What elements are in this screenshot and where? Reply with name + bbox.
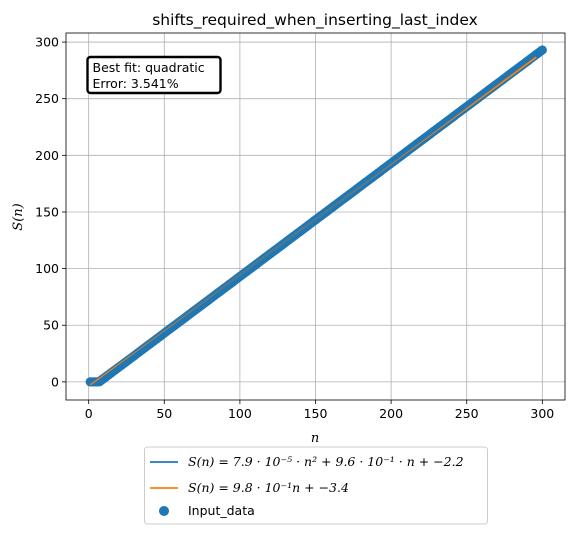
- grid: [66, 33, 565, 400]
- legend-input-swatch: [159, 506, 169, 516]
- y-tick-label: 300: [35, 35, 59, 50]
- x-tick-label: 200: [379, 406, 403, 421]
- legend: S(n) = 7.9 · 10⁻⁵ · n² + 9.6 · 10⁻¹ · n …: [144, 446, 488, 525]
- legend-linear-label: S(n) = 9.8 · 10⁻¹n + −3.4: [188, 480, 349, 495]
- y-axis-label: S(n): [11, 203, 26, 230]
- y-tick-label: 0: [51, 374, 59, 389]
- quadratic-fit-line: [89, 54, 537, 384]
- annotation-line-2: Error: 3.541%: [93, 76, 179, 91]
- x-tick-label: 250: [455, 406, 479, 421]
- series-layer: [85, 45, 547, 387]
- x-tick-label: 50: [156, 406, 172, 421]
- legend-input-label: Input_data: [188, 503, 255, 518]
- y-tick-label: 200: [35, 148, 59, 163]
- x-tick-label: 100: [228, 406, 252, 421]
- legend-quadratic-label: S(n) = 7.9 · 10⁻⁵ · n² + 9.6 · 10⁻¹ · n …: [188, 454, 464, 469]
- legend-frame: [144, 446, 488, 525]
- ticks: 0 50 100 150 200 250 300 0 50 100 150 200 250 300: [35, 35, 554, 421]
- y-tick-label: 250: [35, 91, 59, 106]
- annotation-box: Best fit: quadratic Error: 3.541%: [86, 55, 222, 95]
- chart-title: shifts_required_when_inserting_last_inde…: [152, 11, 478, 30]
- y-tick-label: 150: [35, 204, 59, 219]
- x-tick-label: 150: [304, 406, 328, 421]
- x-tick-label: 300: [530, 406, 554, 421]
- y-tick-label: 50: [43, 318, 59, 333]
- x-axis-label: n: [311, 431, 319, 446]
- annotation-frame: [86, 55, 222, 95]
- annotation-line-1: Best fit: quadratic: [93, 60, 205, 75]
- y-tick-label: 100: [35, 261, 59, 276]
- input-data-point: [537, 45, 547, 55]
- x-tick-label: 0: [85, 406, 93, 421]
